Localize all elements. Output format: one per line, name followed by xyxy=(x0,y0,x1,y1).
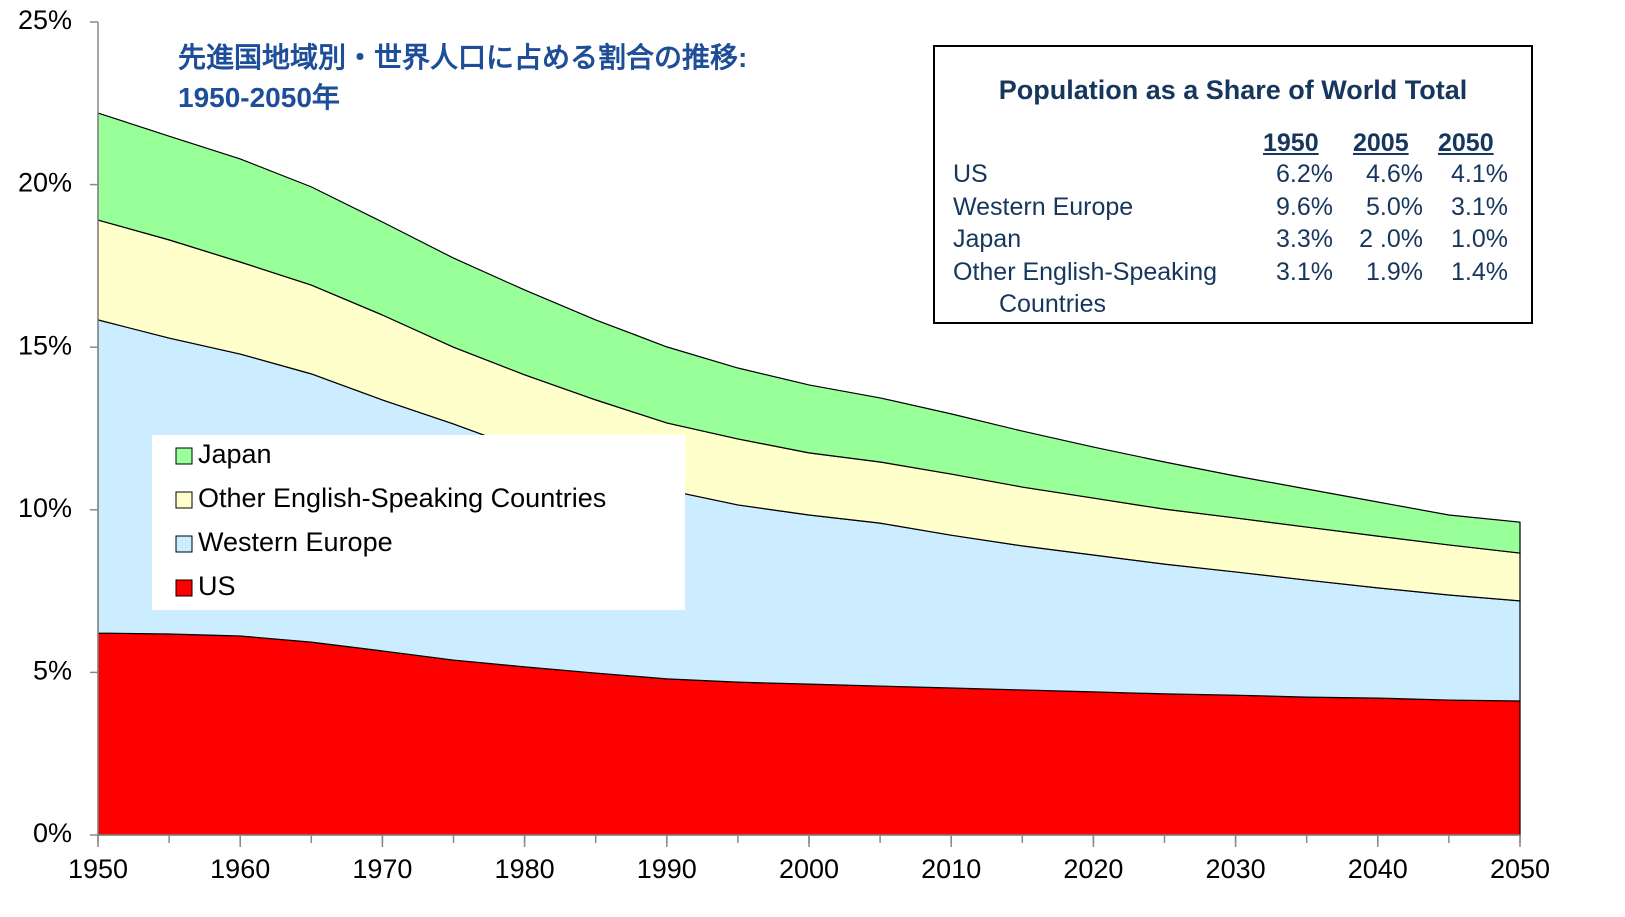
x-tick-label: 2050 xyxy=(1490,854,1550,884)
y-tick-label: 5% xyxy=(33,656,72,686)
legend-box xyxy=(152,435,685,610)
row-label: Other English-Speaking Countries xyxy=(953,257,1218,318)
cell: 6.2% xyxy=(1276,160,1333,188)
chart-title: 先進国地域別・世界人口に占める割合の推移: 1950-2050年 xyxy=(178,38,747,118)
x-tick-label: 1980 xyxy=(495,854,555,884)
cell: 4.1% xyxy=(1451,160,1508,188)
legend-label: Japan xyxy=(198,439,272,469)
column-header: 2005 xyxy=(1353,129,1409,157)
area xyxy=(97,112,1521,554)
table-title: Population as a Share of World Total xyxy=(998,75,1468,105)
cell: 5.0% xyxy=(1366,192,1423,221)
y-tick-label: 25% xyxy=(18,5,72,35)
x-tick-label: 1990 xyxy=(637,854,697,884)
title-line: 先進国地域別・世界人口に占める割合の推移: xyxy=(178,42,748,73)
x-tick-label: 2000 xyxy=(779,854,839,884)
data-table: Population as a Share of World Total 195… xyxy=(933,45,1533,324)
row-label: Western Europe xyxy=(953,192,1134,221)
x-tick-label: 1950 xyxy=(68,854,128,884)
y-tick-label: 15% xyxy=(18,330,72,360)
cell: 2 .0% xyxy=(1359,225,1423,253)
x-tick-label: 2030 xyxy=(1206,854,1266,884)
y-tick-label: 0% xyxy=(33,818,72,848)
y-tick-label: 10% xyxy=(18,493,72,523)
legend-label: US xyxy=(198,571,236,601)
x-tick-label: 2040 xyxy=(1348,854,1408,884)
x-tick-label: 1970 xyxy=(352,854,412,884)
legend-swatch xyxy=(175,491,193,509)
column-header: 2050 xyxy=(1438,129,1494,157)
y-tick-label: 20% xyxy=(18,168,72,198)
cell: 4.6% xyxy=(1366,160,1423,188)
legend-label: Western Europe xyxy=(198,527,393,557)
legend-swatch xyxy=(175,579,193,597)
cell: 3.1% xyxy=(1276,257,1333,286)
cell: 1.4% xyxy=(1451,257,1508,286)
cell: 9.6% xyxy=(1276,192,1333,221)
legend-label: Other English-Speaking Countries xyxy=(198,483,606,513)
cell: 1.0% xyxy=(1451,225,1508,253)
column-header: 1950 xyxy=(1263,129,1319,157)
row-label: US xyxy=(953,160,988,188)
x-tick-label: 2020 xyxy=(1063,854,1123,884)
x-tick-label: 1960 xyxy=(210,854,270,884)
title-line: 1950-2050年 xyxy=(178,82,340,113)
cell: 1.9% xyxy=(1366,257,1423,286)
legend-swatch xyxy=(175,447,193,465)
cell: 3.3% xyxy=(1276,225,1333,253)
cell: 3.1% xyxy=(1451,192,1508,221)
legend-swatch xyxy=(175,535,193,553)
x-tick-label: 2010 xyxy=(921,854,981,884)
row-label: Japan xyxy=(953,225,1022,253)
